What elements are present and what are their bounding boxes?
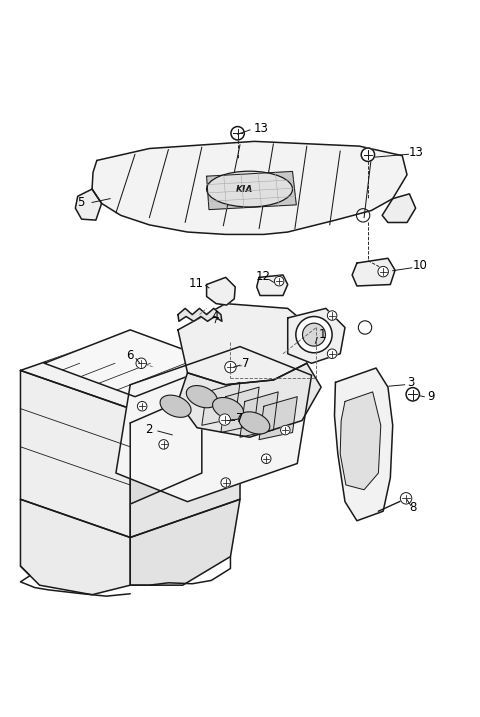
Text: 13: 13 [409, 146, 424, 159]
Text: 9: 9 [427, 390, 434, 403]
Polygon shape [178, 364, 321, 437]
Circle shape [219, 414, 230, 425]
Polygon shape [335, 368, 393, 521]
Circle shape [357, 209, 370, 222]
Text: 3: 3 [407, 376, 415, 389]
Polygon shape [352, 258, 395, 286]
Circle shape [231, 127, 244, 140]
Text: 13: 13 [254, 122, 269, 135]
Text: 7: 7 [236, 412, 244, 424]
Circle shape [296, 316, 332, 353]
Circle shape [406, 388, 420, 401]
Polygon shape [240, 392, 278, 437]
Text: 5: 5 [77, 196, 85, 209]
Circle shape [327, 310, 337, 320]
Text: KIA: KIA [236, 184, 253, 194]
Circle shape [302, 323, 325, 346]
Polygon shape [75, 189, 102, 220]
Polygon shape [257, 275, 288, 295]
Text: 10: 10 [413, 259, 428, 272]
Text: 8: 8 [409, 501, 417, 514]
Ellipse shape [206, 171, 292, 207]
Polygon shape [21, 371, 130, 538]
Circle shape [159, 440, 168, 449]
Circle shape [275, 277, 284, 286]
Circle shape [327, 349, 337, 358]
Text: 11: 11 [189, 277, 204, 290]
Polygon shape [288, 308, 345, 364]
Polygon shape [21, 332, 240, 409]
Polygon shape [178, 308, 222, 321]
Text: 4: 4 [211, 310, 219, 323]
Polygon shape [116, 346, 312, 502]
Polygon shape [44, 330, 221, 397]
Text: 6: 6 [127, 348, 134, 361]
Polygon shape [202, 382, 240, 425]
Circle shape [225, 361, 236, 373]
Polygon shape [382, 194, 416, 222]
Circle shape [262, 454, 271, 463]
Polygon shape [92, 141, 407, 234]
Circle shape [137, 402, 147, 411]
Text: 7: 7 [242, 357, 250, 370]
Text: 12: 12 [255, 270, 270, 283]
Circle shape [281, 425, 290, 435]
Polygon shape [130, 371, 240, 538]
Circle shape [361, 148, 374, 161]
Polygon shape [206, 171, 296, 209]
Text: 2: 2 [145, 422, 153, 436]
Circle shape [136, 358, 146, 369]
Polygon shape [130, 392, 202, 504]
Ellipse shape [239, 412, 270, 434]
Circle shape [359, 320, 372, 334]
Circle shape [400, 493, 412, 504]
Polygon shape [340, 392, 381, 490]
Ellipse shape [186, 386, 217, 408]
Polygon shape [178, 303, 316, 385]
Polygon shape [221, 387, 259, 432]
Circle shape [378, 267, 388, 277]
Ellipse shape [160, 395, 191, 417]
Polygon shape [259, 397, 297, 440]
Polygon shape [206, 277, 235, 305]
Ellipse shape [213, 397, 243, 419]
Polygon shape [130, 499, 240, 585]
Polygon shape [21, 499, 130, 594]
Text: 1: 1 [318, 328, 326, 341]
Circle shape [221, 478, 230, 488]
